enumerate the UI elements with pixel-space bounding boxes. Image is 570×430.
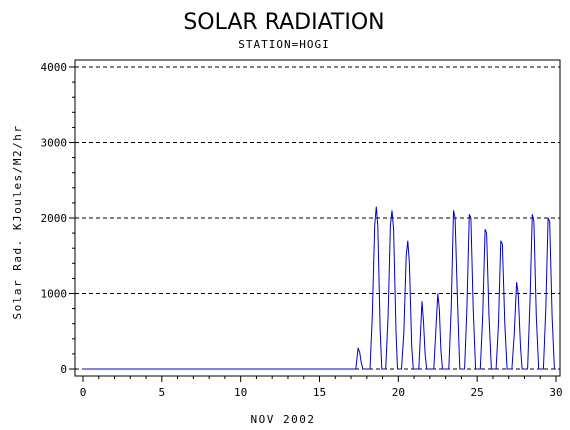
x-tick-label: 25 xyxy=(471,386,484,399)
y-axis-label: Solar Rad. KJoules/M2/hr xyxy=(11,125,24,320)
x-tick-label: 20 xyxy=(392,386,405,399)
x-tick-label: 0 xyxy=(80,386,87,399)
series-group xyxy=(83,206,556,370)
x-tick-label: 15 xyxy=(313,386,326,399)
y-tick-label: 1000 xyxy=(41,288,68,301)
x-tick-label: 30 xyxy=(549,386,562,399)
y-axis-ticks: 0 1000 2000 3000 4000 xyxy=(41,61,75,376)
y-tick-label: 0 xyxy=(60,363,67,376)
x-axis-ticks: 0 5 10 15 20 25 30 xyxy=(80,376,563,399)
y-tick-label: 4000 xyxy=(41,61,68,74)
chart-subtitle: STATION=HOGI xyxy=(238,38,329,51)
x-tick-label: 5 xyxy=(159,386,166,399)
x-axis-label: NOV 2002 xyxy=(251,413,316,426)
y-tick-label: 3000 xyxy=(41,137,68,150)
y-tick-label: 2000 xyxy=(41,212,68,225)
gridlines xyxy=(75,66,560,370)
x-tick-label: 10 xyxy=(234,386,247,399)
solar-radiation-line xyxy=(83,206,556,370)
chart-title: SOLAR RADIATION xyxy=(183,10,384,35)
